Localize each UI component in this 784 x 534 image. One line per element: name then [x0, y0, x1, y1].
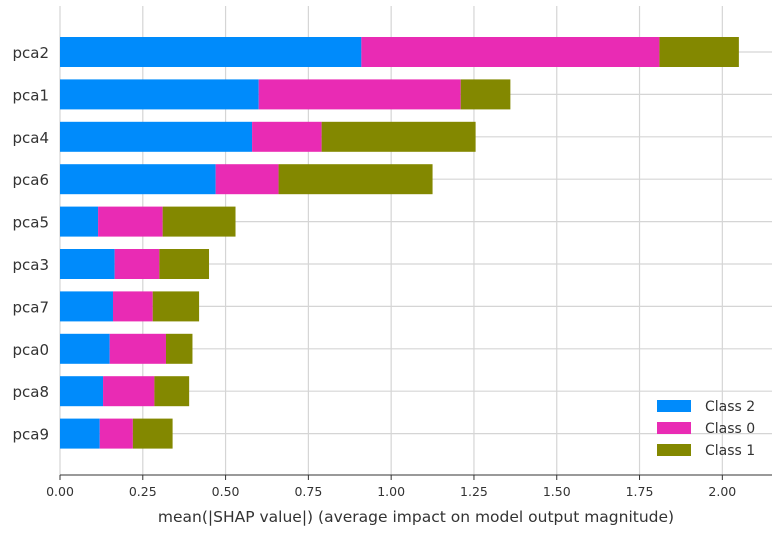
x-tick-label: 0.25	[129, 484, 157, 499]
legend-swatch-1	[657, 422, 691, 434]
bar-pca3-series-1	[114, 249, 160, 279]
x-tick-label: 1.00	[377, 484, 405, 499]
x-tick-label: 1.25	[460, 484, 488, 499]
bar-pca5-series-0	[60, 206, 99, 237]
bar-pca3-series-0	[60, 249, 115, 279]
y-tick-label-pca1: pca1	[12, 86, 49, 104]
bar-pca0-series-1	[109, 333, 166, 364]
bar-pca4-series-2	[321, 121, 476, 152]
bar-pca7-series-1	[112, 291, 153, 322]
legend-label-1: Class 0	[705, 421, 755, 437]
bar-pca9-series-1	[99, 418, 133, 449]
bar-pca6-series-2	[278, 164, 433, 195]
legend-label-2: Class 1	[705, 443, 755, 459]
bar-pca0-series-0	[60, 333, 110, 364]
bar-pca2-series-0	[60, 37, 362, 67]
bar-pca9-series-2	[132, 418, 173, 449]
legend-swatch-0	[657, 400, 691, 412]
bar-pca7-series-2	[152, 291, 200, 322]
y-tick-label-pca2: pca2	[12, 44, 49, 62]
bar-pca4-series-0	[60, 121, 253, 152]
x-tick-label: 0.50	[212, 484, 240, 499]
y-tick-label-pca8: pca8	[12, 383, 49, 401]
y-tick-label-pca7: pca7	[12, 298, 49, 316]
legend: Class 2 Class 0 Class 1	[657, 399, 755, 459]
y-tick-label-pca9: pca9	[12, 426, 49, 444]
x-tick-label: 1.50	[543, 484, 571, 499]
y-tick-label-pca4: pca4	[12, 129, 49, 147]
bar-pca1-series-2	[460, 79, 511, 110]
bar-stacks	[60, 37, 739, 449]
bar-pca2-series-1	[361, 37, 660, 67]
x-tick-label: 1.75	[626, 484, 654, 499]
bar-pca9-series-0	[60, 418, 100, 449]
y-tick-label-pca6: pca6	[12, 171, 49, 189]
bar-pca7-series-0	[60, 291, 113, 322]
bar-pca1-series-0	[60, 79, 259, 110]
bar-pca5-series-2	[162, 206, 236, 237]
x-tick-label: 0.00	[46, 484, 74, 499]
bar-pca0-series-2	[165, 333, 193, 364]
bar-pca6-series-0	[60, 164, 216, 195]
y-tick-label-pca5: pca5	[12, 214, 49, 232]
x-axis-label: mean(|SHAP value|) (average impact on mo…	[158, 508, 674, 526]
bar-pca5-series-1	[98, 206, 163, 237]
x-axis-ticks: 0.00 0.25 0.50 0.75 1.00 1.25 1.50 1.75 2.00	[46, 475, 736, 499]
bar-pca2-series-2	[659, 37, 739, 67]
bar-pca8-series-1	[103, 376, 155, 407]
x-tick-label: 0.75	[294, 484, 322, 499]
bar-pca1-series-1	[258, 79, 461, 110]
legend-label-0: Class 2	[705, 399, 755, 415]
y-axis-ticks: pca2 pca1 pca4 pca6 pca5 pca3 pca7 pca0 pca8 pca9	[12, 44, 49, 444]
bar-pca8-series-2	[154, 376, 190, 407]
bar-pca3-series-2	[159, 249, 210, 279]
bar-pca6-series-1	[215, 164, 279, 195]
legend-swatch-2	[657, 444, 691, 456]
x-tick-label: 2.00	[708, 484, 736, 499]
y-tick-label-pca3: pca3	[12, 256, 49, 274]
bar-pca8-series-0	[60, 376, 104, 407]
y-tick-label-pca0: pca0	[12, 341, 49, 359]
bar-pca4-series-1	[252, 121, 322, 152]
